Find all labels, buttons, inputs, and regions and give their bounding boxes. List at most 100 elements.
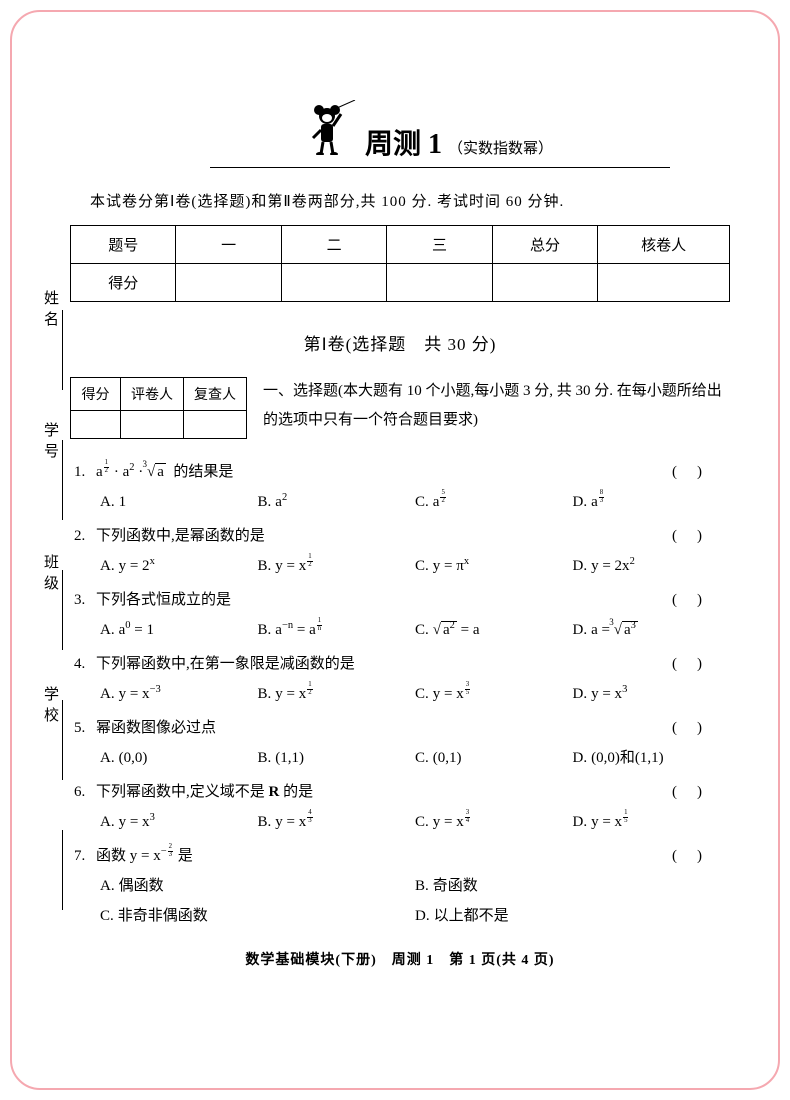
option-text: 偶函数 [119, 871, 164, 901]
option: B.a2 [258, 487, 416, 517]
answer-paren: () [672, 777, 722, 807]
option-label: C. [415, 679, 429, 709]
option-label: A. [100, 807, 115, 837]
option-text: 奇函数 [433, 871, 478, 901]
exam-page: 周测 1 （实数指数幂） 本试卷分第Ⅰ卷(选择题)和第Ⅱ卷两部分,共 100 分… [70, 60, 730, 1040]
option: B.y = x43 [258, 807, 416, 837]
option: B.y = x12 [258, 679, 416, 709]
question-text: 下列各式恒成立的是 [96, 585, 231, 615]
th: 二 [281, 226, 386, 264]
option: C.y = x35 [415, 679, 573, 709]
question-stem: 6.下列幂函数中,定义域不是 R 的是 () [74, 777, 730, 807]
question: 4.下列幂函数中,在第一象限是减函数的是()A.y = x−3B.y = x12… [70, 649, 730, 709]
question-stem: 2.下列函数中,是幂函数的是() [74, 521, 730, 551]
question-stem: 3.下列各式恒成立的是() [74, 585, 730, 615]
answer-paren: () [672, 841, 722, 871]
option-label: C. [415, 551, 429, 581]
td [387, 264, 492, 302]
th: 得分 [71, 378, 121, 411]
option-label: B. [258, 807, 272, 837]
option: D.y = 2x2 [573, 551, 731, 581]
option-label: A. [100, 679, 115, 709]
question-number: 3. [74, 585, 96, 615]
option: A.y = x3 [100, 807, 258, 837]
option: B.a−n = a1n [258, 615, 416, 645]
question: 5.幂函数图像必过点()A.(0,0)B.(1,1)C.(0,1)D.(0,0)… [70, 713, 730, 773]
question-text: a12 · a2 · √a 的结果是 [96, 457, 233, 487]
question-number: 4. [74, 649, 96, 679]
table-row [71, 411, 247, 439]
option: A.(0,0) [100, 743, 258, 773]
binding-labels: 姓名 学号 班级 学校 [40, 290, 61, 728]
options-row: A.y = 2xB.y = x12C.y = πxD.y = 2x2 [74, 551, 730, 581]
option-text: y = x43 [275, 807, 313, 837]
option-text: y = 2x2 [591, 551, 635, 581]
question-number: 6. [74, 777, 96, 807]
th: 三 [387, 226, 492, 264]
option: A.偶函数 [100, 871, 415, 901]
option-text: a2 [275, 487, 287, 517]
option-text: y = x3 [591, 679, 627, 709]
option-label: D. [573, 615, 588, 645]
option: C.a52 [415, 487, 573, 517]
option-label: A. [100, 487, 115, 517]
option-label: D. [573, 679, 588, 709]
td: 得分 [71, 264, 176, 302]
label-id: 学号 [40, 422, 61, 464]
option: A.y = x−3 [100, 679, 258, 709]
option-text: √a2 = a [433, 615, 480, 645]
td [71, 411, 121, 439]
option-text: y = πx [433, 551, 469, 581]
option: A.y = 2x [100, 551, 258, 581]
td [121, 411, 184, 439]
options-row: A.1B.a2C.a52D.a83 [74, 487, 730, 517]
question: 6.下列幂函数中,定义域不是 R 的是()A.y = x3B.y = x43C.… [70, 777, 730, 837]
question-number: 7. [74, 841, 96, 871]
th: 核卷人 [598, 226, 730, 264]
option: D.y = x3 [573, 679, 731, 709]
option-text: y = x12 [275, 551, 313, 581]
th: 总分 [492, 226, 597, 264]
option-label: A. [100, 551, 115, 581]
option-label: C. [415, 615, 429, 645]
subtitle: （实数指数幂） [448, 137, 553, 162]
question-text: 幂函数图像必过点 [96, 713, 216, 743]
question-text: 下列幂函数中,定义域不是 R 的是 [96, 777, 313, 807]
option-text: (0,1) [433, 743, 462, 773]
question-header: 得分 评卷人 复查人 一、选择题(本大题有 10 个小题,每小题 3 分, 共 … [70, 377, 730, 439]
option: C.√a2 = a [415, 615, 573, 645]
table-row: 得分 评卷人 复查人 [71, 378, 247, 411]
option-label: B. [258, 487, 272, 517]
option-text: a0 = 1 [119, 615, 154, 645]
question: 3.下列各式恒成立的是()A.a0 = 1B.a−n = a1nC.√a2 = … [70, 585, 730, 645]
th: 复查人 [184, 378, 247, 411]
question: 7.函数 y = x−23 是()A.偶函数B.奇函数C.非奇非偶函数D.以上都… [70, 841, 730, 931]
option: A.a0 = 1 [100, 615, 258, 645]
option: A.1 [100, 487, 258, 517]
option: B.(1,1) [258, 743, 416, 773]
binding-line [62, 440, 63, 520]
option-label: B. [258, 743, 272, 773]
option-text: y = x35 [433, 679, 471, 709]
th: 评卷人 [121, 378, 184, 411]
th: 一 [176, 226, 281, 264]
option: C.y = πx [415, 551, 573, 581]
score-table-main: 题号 一 二 三 总分 核卷人 得分 [70, 225, 730, 302]
table-row: 得分 [71, 264, 730, 302]
instruction: 一、选择题(本大题有 10 个小题,每小题 3 分, 共 30 分. 在每小题所… [263, 377, 730, 434]
td [492, 264, 597, 302]
option-text: a83 [591, 487, 605, 517]
td [184, 411, 247, 439]
option-text: y = x15 [591, 807, 629, 837]
question-stem: 4.下列幂函数中,在第一象限是减函数的是() [74, 649, 730, 679]
intro-text: 本试卷分第Ⅰ卷(选择题)和第Ⅱ卷两部分,共 100 分. 考试时间 60 分钟. [90, 190, 730, 211]
option: C.y = x34 [415, 807, 573, 837]
options-row: A.a0 = 1B.a−n = a1nC.√a2 = aD.a = √a3 [74, 615, 730, 645]
answer-paren: () [672, 521, 722, 551]
option-text: y = x12 [275, 679, 313, 709]
answer-paren: () [672, 713, 722, 743]
option: B.奇函数 [415, 871, 730, 901]
option-label: D. [573, 807, 588, 837]
option: B.y = x12 [258, 551, 416, 581]
mascot-icon [307, 100, 357, 162]
